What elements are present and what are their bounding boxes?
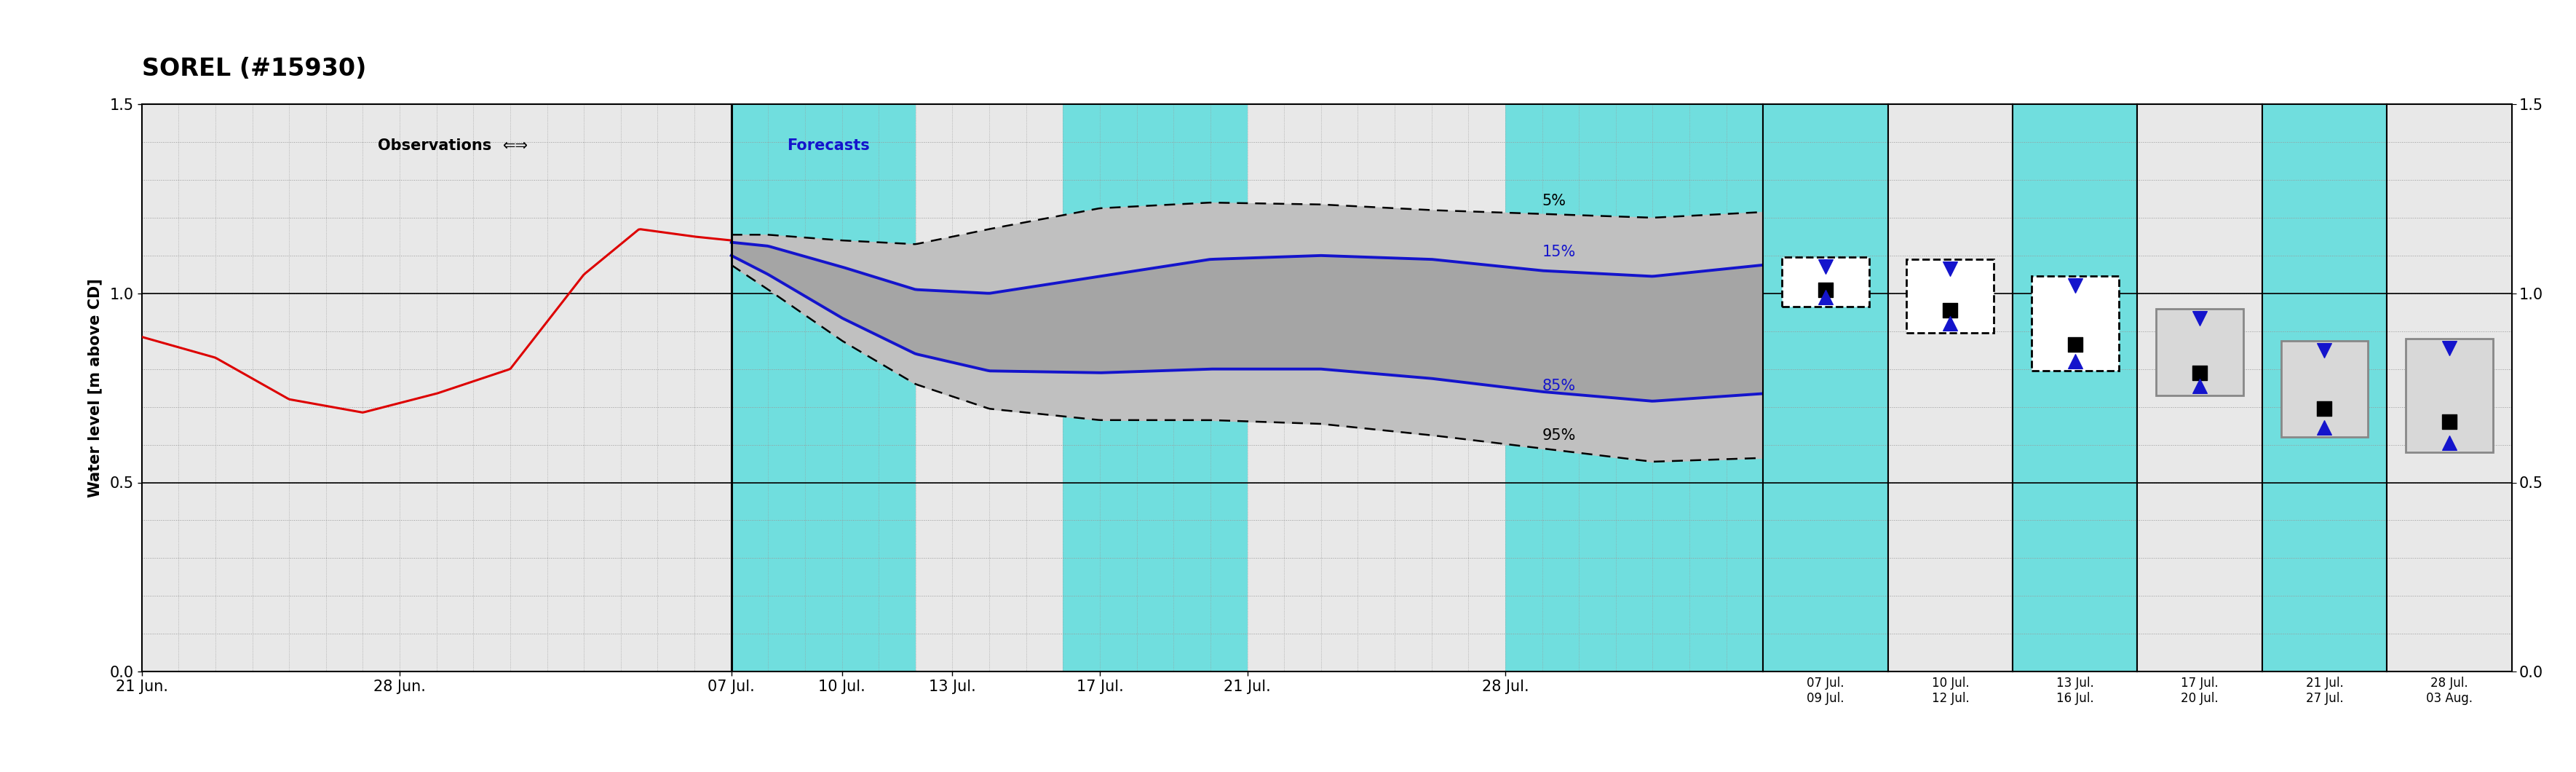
Bar — [1783, 257, 1870, 306]
Point — [1929, 317, 1971, 330]
Point — [2429, 342, 2470, 354]
Bar — [2156, 309, 2244, 395]
Text: Observations: Observations — [379, 138, 492, 153]
X-axis label: 17 Jul.
20 Jul.: 17 Jul. 20 Jul. — [2182, 677, 2218, 705]
Text: Forecasts: Forecasts — [786, 138, 871, 153]
X-axis label: 07 Jul.
09 Jul.: 07 Jul. 09 Jul. — [1806, 677, 1844, 705]
Point — [2179, 367, 2221, 379]
Text: 15%: 15% — [1543, 245, 1577, 259]
Bar — [1064, 104, 1247, 672]
Point — [2303, 402, 2344, 415]
Point — [2056, 279, 2097, 292]
Text: 85%: 85% — [1543, 379, 1577, 393]
Bar — [732, 104, 914, 672]
Point — [2179, 312, 2221, 324]
Point — [2303, 422, 2344, 434]
Point — [2429, 416, 2470, 428]
Text: ⇐⇒: ⇐⇒ — [502, 138, 528, 153]
Bar — [1247, 104, 1504, 672]
Point — [2303, 344, 2344, 357]
Bar — [2406, 339, 2494, 452]
Point — [1929, 304, 1971, 317]
Point — [2056, 338, 2097, 350]
Text: SOREL (#15930): SOREL (#15930) — [142, 57, 366, 81]
X-axis label: 28 Jul.
03 Aug.: 28 Jul. 03 Aug. — [2427, 677, 2473, 705]
Text: 95%: 95% — [1543, 428, 1577, 442]
Bar — [1504, 104, 1762, 672]
X-axis label: 10 Jul.
12 Jul.: 10 Jul. 12 Jul. — [1932, 677, 1968, 705]
Point — [2179, 380, 2221, 392]
Point — [2429, 437, 2470, 449]
X-axis label: 21 Jul.
27 Jul.: 21 Jul. 27 Jul. — [2306, 677, 2344, 705]
Text: 5%: 5% — [1543, 194, 1566, 208]
Point — [2056, 355, 2097, 367]
Bar — [2032, 276, 2117, 371]
Y-axis label: Water level [m above CD]: Water level [m above CD] — [88, 279, 103, 497]
X-axis label: 13 Jul.
16 Jul.: 13 Jul. 16 Jul. — [2056, 677, 2094, 705]
Bar — [1906, 259, 1994, 333]
Bar — [914, 104, 1064, 672]
Point — [1806, 291, 1847, 303]
Bar — [2280, 340, 2367, 437]
Point — [1929, 262, 1971, 275]
Point — [1806, 261, 1847, 273]
Point — [1806, 283, 1847, 296]
